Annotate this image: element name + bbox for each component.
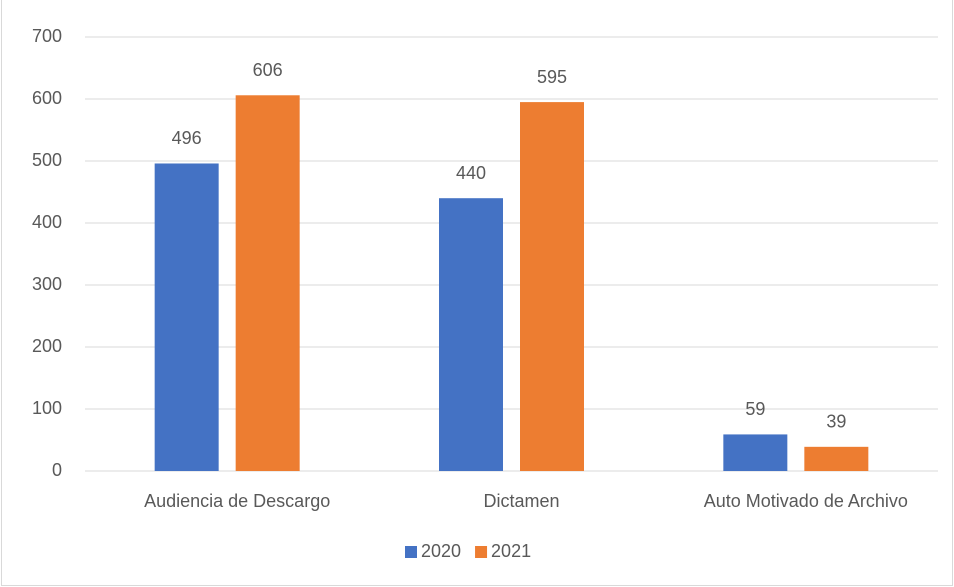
data-label: 595: [537, 67, 567, 87]
legend-label: 2020: [421, 541, 461, 561]
y-tick-label: 700: [32, 26, 62, 46]
legend-label: 2021: [491, 541, 531, 561]
bar: [154, 163, 219, 472]
data-label: 606: [253, 60, 283, 80]
y-tick-label: 300: [32, 274, 62, 294]
legend-swatch: [475, 546, 488, 558]
y-tick-label: 200: [32, 336, 62, 356]
x-tick-label: Dictamen: [483, 491, 559, 511]
x-tick-label: Auto Motivado de Archivo: [704, 491, 908, 511]
bar: [235, 95, 300, 471]
data-label: 440: [456, 163, 486, 183]
legend-swatch: [405, 546, 417, 558]
bar: [804, 446, 869, 471]
data-label: 59: [745, 399, 765, 419]
bar: [723, 434, 788, 471]
y-tick-label: 600: [32, 88, 62, 108]
y-tick-label: 400: [32, 212, 62, 232]
data-label: 496: [172, 128, 202, 148]
y-tick-label: 100: [32, 398, 62, 418]
bar: [520, 102, 584, 471]
y-tick-label: 500: [32, 150, 62, 170]
bar: [439, 198, 503, 471]
x-tick-label: Audiencia de Descargo: [144, 491, 330, 511]
data-label: 39: [826, 412, 846, 432]
y-tick-label: 0: [52, 460, 62, 480]
